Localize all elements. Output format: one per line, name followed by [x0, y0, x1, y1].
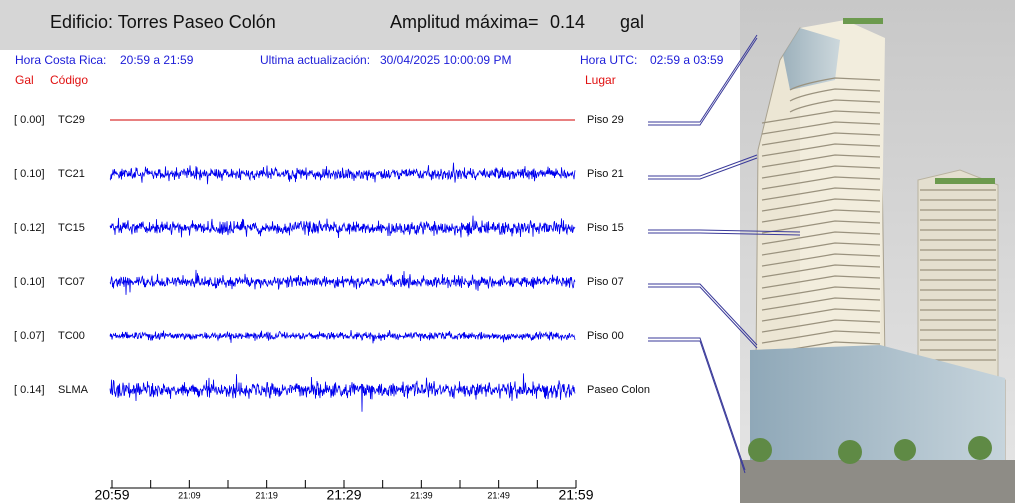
pointer-line — [648, 34, 758, 123]
balcony — [761, 275, 881, 289]
balcony — [761, 187, 881, 201]
time-label: 21:59 — [558, 487, 593, 503]
pointer-line — [648, 229, 801, 233]
balcony — [761, 154, 881, 168]
channel-code: TC00 — [58, 330, 85, 342]
balcony — [761, 143, 881, 157]
building-photo — [740, 0, 1015, 503]
time-label: 20:59 — [94, 487, 129, 503]
place-header: Lugar — [585, 73, 616, 87]
waveform — [109, 330, 576, 344]
time-label: 21:49 — [487, 490, 510, 500]
balcony — [761, 286, 881, 300]
gal-value: [ 0.10] — [14, 168, 45, 180]
waveform — [109, 215, 576, 239]
amplitude-unit: gal — [620, 12, 644, 32]
waveform — [109, 373, 576, 412]
balcony — [761, 319, 881, 333]
amplitude-label: Amplitud máxima= — [390, 12, 539, 32]
waveform — [109, 269, 576, 295]
place-label: Piso 29 — [587, 114, 624, 126]
gal-value: [ 0.10] — [14, 276, 45, 288]
utc-label: Hora UTC: — [580, 53, 637, 67]
balcony — [761, 165, 881, 179]
balcony — [761, 209, 881, 223]
balcony — [789, 88, 881, 102]
time-label: 21:19 — [255, 490, 278, 500]
pointer-line — [648, 37, 758, 126]
pointer-line — [648, 283, 758, 346]
place-label: Paseo Colon — [587, 384, 650, 396]
balcony — [789, 99, 881, 113]
balcony — [761, 231, 881, 245]
channel-code: TC21 — [58, 168, 85, 180]
code-header: Código — [50, 73, 88, 87]
pointer-line — [648, 232, 801, 236]
balcony — [761, 110, 881, 124]
channel-code: TC15 — [58, 222, 85, 234]
balcony — [789, 77, 881, 91]
gal-value: [ 0.14] — [14, 384, 45, 396]
balcony — [761, 176, 881, 190]
place-label: Piso 07 — [587, 276, 624, 288]
building-name: Edificio: Torres Paseo Colón — [50, 12, 276, 32]
header-bar — [0, 0, 740, 50]
balcony — [761, 121, 881, 135]
balcony — [761, 297, 881, 311]
balcony — [761, 264, 881, 278]
place-label: Piso 00 — [587, 330, 624, 342]
balcony — [761, 330, 881, 344]
place-label: Piso 15 — [587, 222, 624, 234]
channel-code: SLMA — [58, 384, 89, 396]
channel-code: TC07 — [58, 276, 85, 288]
balcony — [761, 308, 881, 322]
local-range: 20:59 a 21:59 — [120, 53, 194, 67]
gal-value: [ 0.00] — [14, 114, 45, 126]
place-label: Piso 21 — [587, 168, 624, 180]
gal-header: Gal — [15, 73, 34, 87]
gal-value: [ 0.07] — [14, 330, 45, 342]
floor-pointers — [648, 34, 801, 474]
update-time: 30/04/2025 10:00:09 PM — [380, 53, 511, 67]
pointer-line — [648, 154, 758, 177]
balcony — [761, 242, 881, 256]
channel-code: TC29 — [58, 114, 85, 126]
balcony — [761, 132, 881, 146]
balcony — [761, 253, 881, 267]
waveform — [109, 162, 576, 185]
pointer-line — [648, 157, 758, 180]
time-label: 21:29 — [326, 487, 361, 503]
utc-range: 02:59 a 03:59 — [650, 53, 724, 67]
amplitude-value: 0.14 — [550, 12, 585, 32]
time-label: 21:09 — [178, 490, 201, 500]
gal-value: [ 0.12] — [14, 222, 45, 234]
pointer-line — [648, 337, 746, 471]
local-label: Hora Costa Rica: — [15, 53, 106, 67]
pointer-line — [648, 286, 758, 349]
pointer-line — [648, 340, 746, 474]
update-label: Ultima actualización: — [260, 53, 370, 67]
balcony — [761, 198, 881, 212]
time-label: 21:39 — [410, 490, 433, 500]
